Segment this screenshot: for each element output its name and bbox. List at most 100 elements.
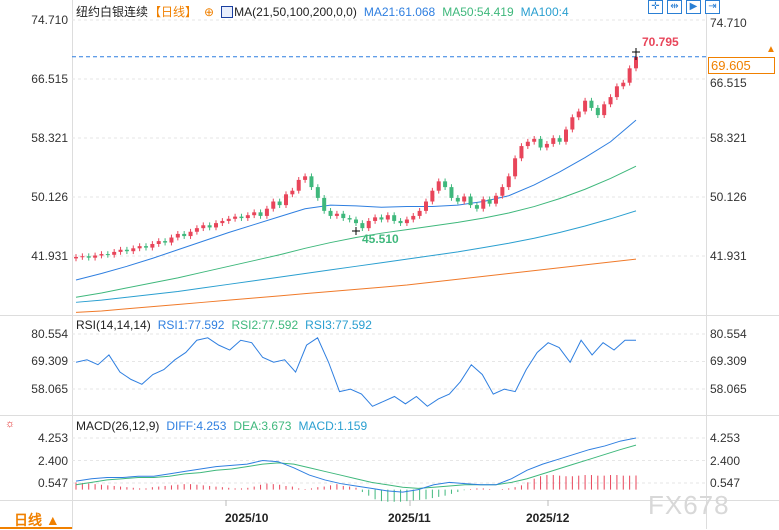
candle-body: [334, 213, 339, 216]
expand-up-icon[interactable]: ▲: [766, 44, 776, 55]
watermark-logo: FX678: [648, 490, 730, 520]
candle-body: [252, 212, 257, 216]
settings-sun-icon[interactable]: ☼: [5, 418, 16, 430]
candle-body: [188, 231, 193, 237]
candle-body: [290, 190, 295, 195]
candle-body: [258, 212, 263, 216]
candle-body: [474, 205, 479, 209]
candle-body: [74, 256, 78, 259]
price-label-right: 58.321: [710, 131, 747, 145]
rsi-label-right: 69.309: [710, 354, 747, 368]
crosshair-icon[interactable]: ✛: [648, 0, 663, 14]
macd-label-right: 0.547: [710, 476, 741, 490]
candle-body: [226, 218, 231, 221]
candle-body: [233, 216, 238, 219]
macd-label-right: 2.400: [710, 454, 741, 468]
candle-body: [494, 195, 498, 204]
candle-body: [144, 246, 148, 248]
candle-body: [112, 251, 117, 255]
indicator-icon[interactable]: [221, 5, 234, 18]
candle-body: [284, 194, 288, 206]
period-button[interactable]: 日线 ▲: [0, 501, 72, 529]
ma50-line: [75, 165, 637, 298]
fit-range-icon[interactable]: ⇹: [667, 0, 682, 14]
rsi-label-left: 58.065: [31, 382, 68, 396]
candle-body: [214, 223, 218, 228]
ma100-value: MA100:4: [520, 4, 569, 19]
rsi-label: RSI(14,14,14): [76, 318, 151, 332]
candle-body: [513, 158, 518, 177]
candle-body: [163, 241, 168, 243]
candle-body: [175, 233, 180, 238]
date-tick: 2025/10: [225, 511, 269, 525]
candle-body: [500, 187, 505, 196]
play-step-icon[interactable]: ▶: [686, 0, 701, 14]
candle-body: [411, 215, 416, 220]
candle-body: [487, 199, 492, 204]
macd-value: MACD:1.159: [298, 419, 368, 433]
candle-body: [506, 176, 511, 188]
ma-label: MA(21,50,100,200,0,0): [234, 4, 357, 19]
price-label-left: 50.126: [31, 190, 68, 204]
price-label-right: 66.515: [710, 76, 747, 90]
panel-divider: [0, 315, 779, 316]
candle-body: [583, 100, 588, 112]
candle-body: [557, 138, 562, 142]
candle-body: [398, 220, 403, 224]
ma100-line: [75, 210, 637, 303]
low-marker: [352, 227, 360, 235]
candle-body: [602, 104, 607, 116]
candle-body: [455, 197, 460, 202]
candle-body: [576, 111, 581, 118]
ma200-line: [75, 258, 637, 313]
candle-body: [589, 100, 594, 108]
candle-body: [436, 181, 441, 191]
price-label-left: 66.515: [31, 72, 68, 86]
candle-body: [245, 215, 250, 219]
crosshair-plus-icon[interactable]: ⊕: [204, 4, 215, 19]
candle-body: [93, 255, 98, 258]
goto-latest-icon[interactable]: ⇥: [705, 0, 720, 14]
candle-body: [608, 97, 613, 105]
candle-body: [468, 196, 473, 206]
candle-body: [201, 225, 206, 229]
candle-body: [430, 190, 435, 202]
candle-body: [449, 187, 454, 198]
price-label-left: 58.321: [31, 131, 68, 145]
low-price-label: 45.510: [362, 232, 399, 246]
candle-body: [544, 143, 549, 148]
rsi2-value: RSI2:77.592: [231, 318, 299, 332]
candle-body: [309, 176, 314, 188]
candle-body: [277, 201, 282, 206]
macd-label-left: 0.547: [37, 476, 68, 490]
price-label-left: 41.931: [31, 249, 68, 263]
macd-label-right: 4.253: [710, 431, 741, 445]
candle-body: [131, 248, 136, 252]
panel-divider: [0, 500, 779, 501]
candle-body: [366, 220, 371, 229]
candle-body: [169, 237, 174, 243]
left-axis-divider: [72, 0, 73, 529]
candle-body: [360, 223, 365, 229]
candle-body: [315, 187, 320, 198]
macd-label-left: 4.253: [37, 431, 68, 445]
candle-body: [239, 216, 244, 219]
candle-body: [264, 208, 269, 216]
candle-body: [86, 256, 91, 258]
rsi3-value: RSI3:77.592: [305, 318, 372, 332]
candle-body: [207, 225, 212, 228]
price-label-right: 50.126: [710, 190, 747, 204]
candle-body: [392, 215, 397, 221]
rsi-label-left: 80.554: [31, 327, 68, 341]
candle-body: [564, 129, 568, 142]
candle-body: [385, 215, 390, 220]
ma50-value: MA50:54.419: [442, 4, 514, 19]
candle-body: [538, 138, 543, 148]
dea-value: DEA:3.673: [233, 419, 292, 433]
candle-body: [570, 117, 575, 130]
period-label[interactable]: 【日线】: [149, 5, 198, 19]
macd-legend: MACD(26,12,9) DIFF:4.253 DEA:3.673 MACD:…: [76, 419, 367, 433]
rsi1-value: RSI1:77.592: [157, 318, 225, 332]
candle-body: [532, 138, 537, 142]
